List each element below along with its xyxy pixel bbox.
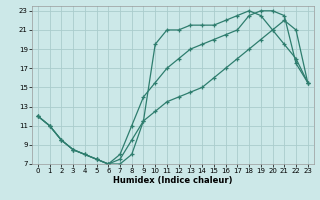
X-axis label: Humidex (Indice chaleur): Humidex (Indice chaleur) (113, 176, 233, 185)
